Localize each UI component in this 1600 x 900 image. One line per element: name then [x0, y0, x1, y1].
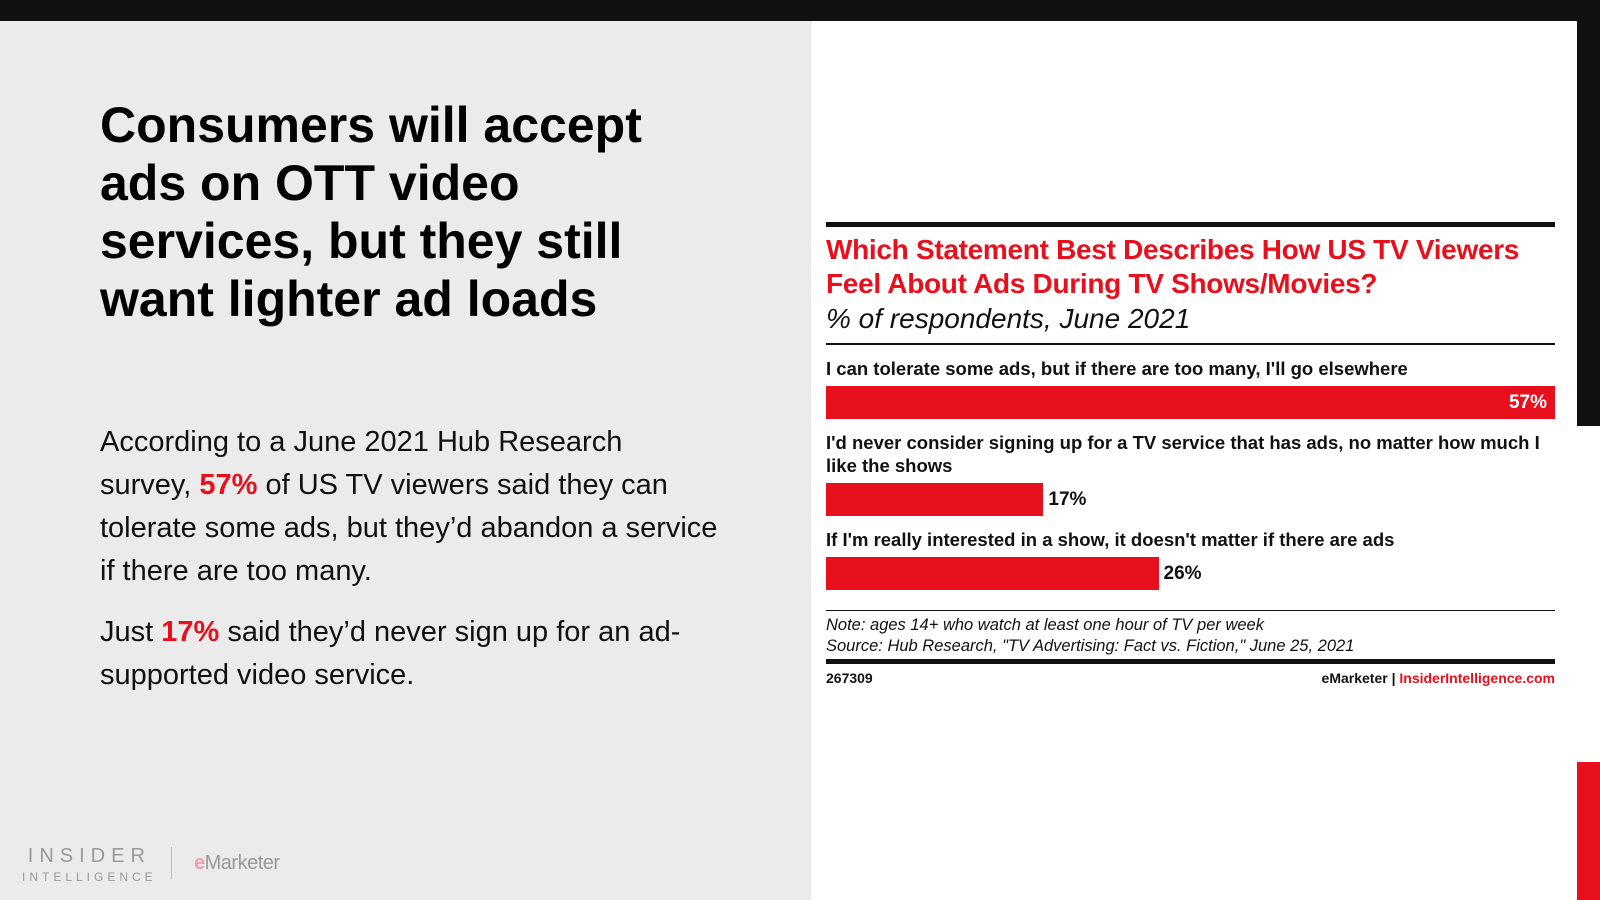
divider	[826, 222, 1555, 227]
data-label: 57%	[1508, 391, 1547, 413]
divider	[826, 609, 1555, 611]
edge-strip-red	[1577, 762, 1600, 900]
footer-site-link[interactable]: InsiderIntelligence.com	[1399, 670, 1555, 686]
source-text: Source: Hub Research, "TV Advertising: F…	[826, 637, 1355, 655]
logo-text: INSIDER	[27, 845, 151, 867]
divider	[826, 343, 1555, 345]
text: said they’d never sign up for an ad-supp…	[100, 616, 681, 691]
footer-brand: eMarketer	[1321, 670, 1388, 686]
highlight-17: 17%	[161, 616, 220, 648]
category-label: If I'm really interested in a show, it d…	[826, 528, 1395, 550]
bar-list: I can tolerate some ads, but if there ar…	[826, 357, 1555, 590]
chart-id: 267309	[826, 670, 873, 686]
text: of US TV viewers said they can tolerate …	[100, 469, 718, 587]
left-panel	[0, 21, 811, 900]
chart: Which Statement Best Describes How US TV…	[826, 222, 1555, 686]
category-label: I'd never consider signing up for a TV s…	[826, 431, 1540, 476]
edge-strip-black	[1577, 21, 1600, 426]
insider-intelligence-logo: INSIDER INTELLIGENCE	[22, 845, 157, 884]
chart-subtitle: % of respondents, June 2021	[826, 303, 1191, 334]
note-text: Note: ages 14+ who watch at least one ho…	[826, 616, 1264, 634]
bar	[826, 556, 1159, 590]
emarketer-logo: eMarketer	[194, 852, 280, 875]
text: According to a June 2021 Hub Research su…	[100, 426, 623, 501]
chart-note: Note: ages 14+ who watch at least one ho…	[826, 615, 1555, 657]
divider	[826, 659, 1555, 664]
footer-separator: |	[1391, 670, 1396, 686]
bar	[826, 385, 1555, 419]
paragraph-1: According to a June 2021 Hub Research su…	[100, 421, 720, 593]
bar	[826, 482, 1044, 516]
logo-divider	[171, 847, 172, 879]
logo-text: e	[194, 852, 205, 874]
bar-group: I can tolerate some ads, but if there ar…	[826, 357, 1555, 419]
chart-title: Which Statement Best Describes How US TV…	[826, 234, 1520, 299]
category-label: I can tolerate some ads, but if there ar…	[826, 357, 1408, 379]
paragraph-2: Just 17% said they’d never sign up for a…	[100, 611, 720, 697]
data-label: 26%	[1163, 562, 1202, 584]
bar-group: If I'm really interested in a show, it d…	[826, 528, 1555, 590]
bar-group: I'd never consider signing up for a TV s…	[826, 431, 1555, 516]
highlight-57: 57%	[199, 469, 258, 501]
logo-text: INTELLIGENCE	[22, 870, 157, 884]
chart-footer: 267309 eMarketer | InsiderIntelligence.c…	[826, 670, 1555, 686]
logo-text: Marketer	[204, 852, 280, 874]
slide-headline: Consumers will accept ads on OTT video s…	[100, 97, 642, 327]
top-bar	[0, 0, 1600, 21]
data-label: 17%	[1048, 488, 1087, 510]
text: Just	[100, 616, 162, 648]
